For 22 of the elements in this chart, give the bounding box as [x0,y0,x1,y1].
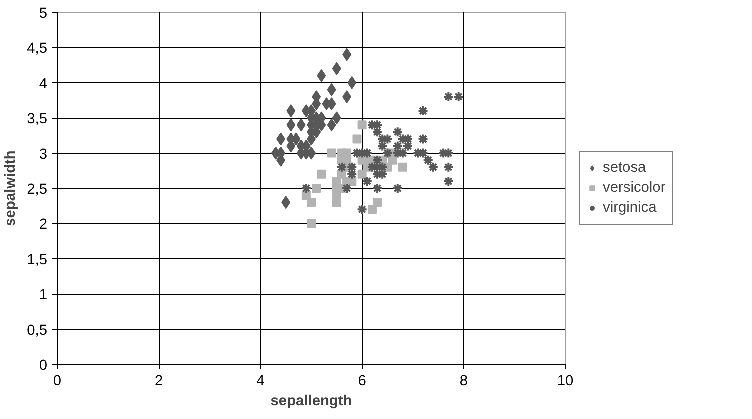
y-tick-label: 2 [39,217,48,234]
y-tick-label: 1,5 [27,252,48,268]
y-tick-label: 1 [39,288,48,304]
x-tick-label: 2 [155,374,164,390]
legend-label: versicolor [603,180,666,196]
x-tick-label: 4 [256,374,265,390]
y-tick-label: 0 [39,358,48,374]
x-tick-label: 8 [460,374,468,390]
legend-label: setosa [603,160,646,176]
legend-label: virginica [603,200,657,216]
y-tick-label: 3 [39,146,48,163]
x-tick-label: 6 [358,374,366,390]
x-tick-label: 10 [557,374,574,390]
x-axis-title: sepallength [270,394,352,410]
y-tick-label: 4,5 [27,41,48,58]
x-tick-label: 0 [53,374,62,390]
y-tick-label: 0,5 [27,322,48,339]
y-axis-title: sepalwidth [3,150,20,226]
y-tick-label: 2,5 [27,182,48,198]
y-tick-label: 3,5 [27,112,48,128]
y-tick-label: 4 [39,76,48,92]
y-tick-label: 5 [39,6,48,22]
